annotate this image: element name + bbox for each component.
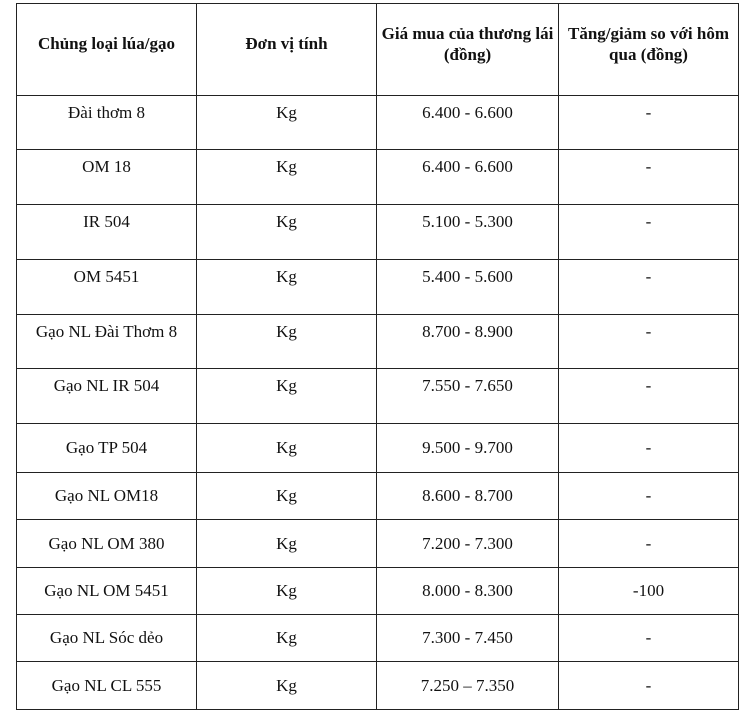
cell-unit: Kg [196, 661, 377, 710]
cell-trader-price: 7.300 - 7.450 [376, 614, 559, 662]
cell-rice-type: Gạo TP 504 [16, 423, 197, 473]
cell-rice-type: Gạo NL Sóc dẻo [16, 614, 197, 662]
table-row: Gạo NL IR 504 Kg 7.550 - 7.650- [16, 368, 739, 424]
cell-trader-price: 7.250 – 7.350 [376, 661, 559, 710]
cell-unit: Kg [196, 314, 377, 369]
table-row: Gạo NL OM18 Kg 8.600 - 8.700- [16, 472, 739, 520]
cell-unit: Kg [196, 204, 377, 260]
header-unit: Đơn vị tính [196, 3, 377, 96]
cell-trader-price: 8.000 - 8.300 [376, 567, 559, 615]
table-row: Gạo TP 504 Kg 9.500 - 9.700- [16, 423, 739, 473]
cell-trader-price: 8.700 - 8.900 [376, 314, 559, 369]
header-row: Chủng loại lúa/gạo Đơn vị tính Giá mua c… [16, 3, 739, 96]
cell-trader-price: 6.400 - 6.600 [376, 95, 559, 150]
cell-trader-price: 7.550 - 7.650 [376, 368, 559, 424]
table-row: OM 5451 Kg 5.400 - 5.600- [16, 259, 739, 315]
cell-change: - [558, 661, 739, 710]
cell-unit: Kg [196, 259, 377, 315]
cell-unit: Kg [196, 614, 377, 662]
table-row: Gạo NL CL 555 Kg 7.250 – 7.350- [16, 661, 739, 710]
cell-rice-type: Gạo NL OM 5451 [16, 567, 197, 615]
cell-rice-type: Gạo NL Đài Thơm 8 [16, 314, 197, 369]
cell-change: - [558, 519, 739, 568]
cell-trader-price: 8.600 - 8.700 [376, 472, 559, 520]
cell-rice-type: OM 5451 [16, 259, 197, 315]
cell-rice-type: Gạo NL OM18 [16, 472, 197, 520]
header-change: Tăng/giảm so với hôm qua (đồng) [558, 3, 739, 96]
cell-unit: Kg [196, 567, 377, 615]
header-rice-type: Chủng loại lúa/gạo [16, 3, 197, 96]
cell-unit: Kg [196, 472, 377, 520]
header-trader-price: Giá mua của thương lái (đồng) [376, 3, 559, 96]
cell-change: - [558, 204, 739, 260]
cell-change: - [558, 368, 739, 424]
cell-change: - [558, 149, 739, 205]
cell-change: - [558, 423, 739, 473]
cell-change: -100 [558, 567, 739, 615]
table-row: Đài thơm 8 Kg 6.400 - 6.600- [16, 95, 739, 150]
cell-rice-type: IR 504 [16, 204, 197, 260]
cell-trader-price: 7.200 - 7.300 [376, 519, 559, 568]
cell-change: - [558, 472, 739, 520]
table-row: Gạo NL Đài Thơm 8 Kg 8.700 - 8.900- [16, 314, 739, 369]
table-row: Gạo NL OM 5451 Kg 8.000 - 8.300 -100 [16, 567, 739, 615]
cell-trader-price: 9.500 - 9.700 [376, 423, 559, 473]
table-row: IR 504 Kg 5.100 - 5.300- [16, 204, 739, 260]
cell-trader-price: 5.400 - 5.600 [376, 259, 559, 315]
cell-rice-type: OM 18 [16, 149, 197, 205]
rice-price-table: Chủng loại lúa/gạo Đơn vị tính Giá mua c… [16, 3, 739, 710]
table-row: OM 18 Kg 6.400 - 6.600- [16, 149, 739, 205]
cell-rice-type: Gạo NL OM 380 [16, 519, 197, 568]
cell-change: - [558, 259, 739, 315]
cell-change: - [558, 614, 739, 662]
table-row: Gạo NL OM 380 Kg 7.200 - 7.300- [16, 519, 739, 568]
cell-unit: Kg [196, 149, 377, 205]
table-body: Đài thơm 8 Kg 6.400 - 6.600- OM 18 Kg 6.400 -… [16, 95, 739, 710]
cell-rice-type: Đài thơm 8 [16, 95, 197, 150]
cell-unit: Kg [196, 519, 377, 568]
cell-rice-type: Gạo NL IR 504 [16, 368, 197, 424]
cell-change: - [558, 314, 739, 369]
table-row: Gạo NL Sóc dẻo Kg 7.300 - 7.450- [16, 614, 739, 662]
cell-change: - [558, 95, 739, 150]
cell-trader-price: 6.400 - 6.600 [376, 149, 559, 205]
cell-unit: Kg [196, 95, 377, 150]
cell-unit: Kg [196, 368, 377, 424]
cell-unit: Kg [196, 423, 377, 473]
cell-trader-price: 5.100 - 5.300 [376, 204, 559, 260]
cell-rice-type: Gạo NL CL 555 [16, 661, 197, 710]
